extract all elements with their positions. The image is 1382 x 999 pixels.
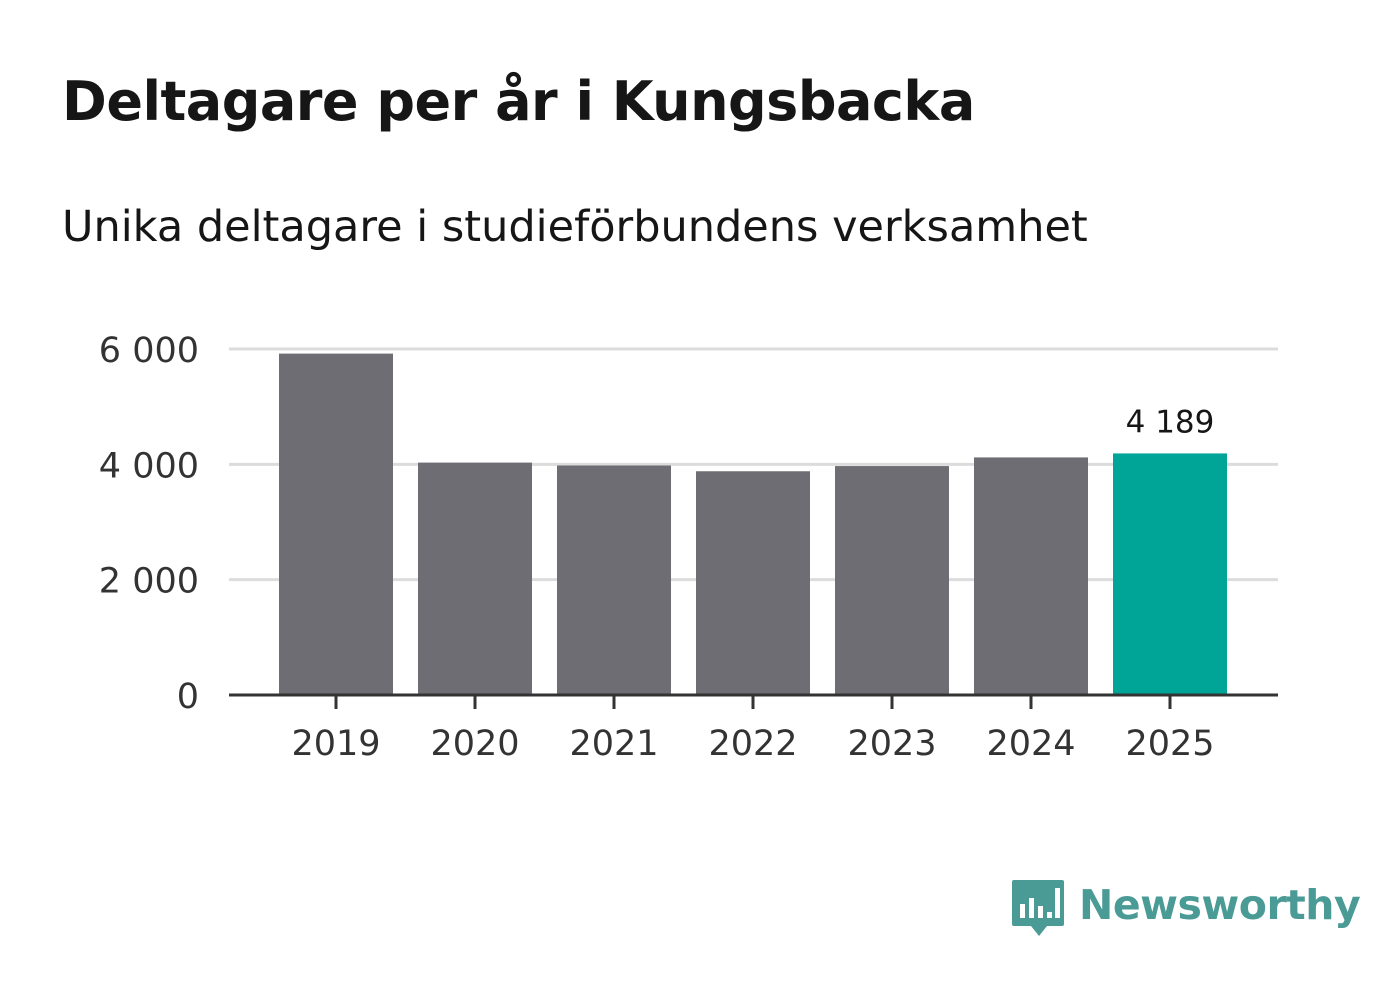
- data-label: 4 189: [1126, 404, 1215, 440]
- bar-2021: [557, 465, 671, 695]
- x-tick-label: 2022: [708, 724, 797, 764]
- x-tick-label: 2025: [1125, 724, 1214, 764]
- bar-2023: [835, 466, 949, 695]
- bar-2022: [696, 471, 810, 695]
- x-tick-label: 2021: [569, 724, 658, 764]
- bar-2024: [974, 457, 1088, 695]
- x-tick-label: 2019: [291, 724, 380, 764]
- bar-2020: [418, 462, 532, 695]
- y-tick-label: 4 000: [99, 446, 199, 486]
- bar-chart-bubble-icon: [1012, 880, 1064, 936]
- brand-name: Newsworthy: [1079, 881, 1361, 929]
- x-axis-ticks: 2019 2020 2021 2022 2023 2024 2025: [291, 695, 1215, 764]
- x-tick-label: 2020: [430, 724, 519, 764]
- chart-title: Deltagare per år i Kungsbacka: [62, 70, 975, 133]
- x-tick-label: 2024: [986, 724, 1075, 764]
- chart-subtitle: Unika deltagare i studieförbundens verks…: [62, 202, 1088, 252]
- bars: [279, 353, 1227, 695]
- y-tick-label: 2 000: [99, 562, 199, 602]
- bar-2025: [1113, 453, 1227, 695]
- data-labels: 4 189: [1126, 404, 1215, 440]
- bar-2019: [279, 353, 393, 695]
- newsworthy-logo: Newsworthy: [1011, 878, 1361, 942]
- x-tick-label: 2023: [847, 724, 936, 764]
- y-axis-ticks: 0 2 000 4 000 6 000: [99, 331, 199, 717]
- y-tick-label: 0: [177, 677, 199, 717]
- y-tick-label: 6 000: [99, 331, 199, 371]
